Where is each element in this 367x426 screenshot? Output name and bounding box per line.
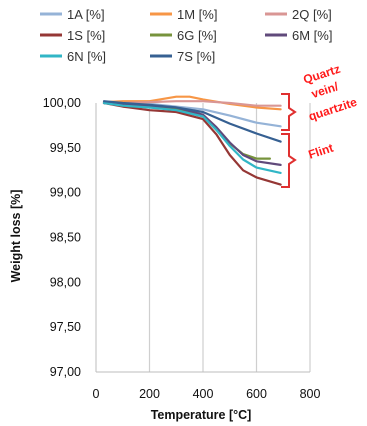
legend-item: 1S [%] bbox=[40, 28, 105, 43]
series-line bbox=[102, 101, 282, 186]
legend-label: 1M [%] bbox=[177, 7, 217, 22]
legend: 1A [%] 1M [%] 2Q [%] 1S [%] 6G [%] 6M [%] 6N [… bbox=[40, 7, 332, 64]
legend-item: 7S [%] bbox=[150, 49, 215, 64]
flint-bracket bbox=[281, 133, 297, 188]
legend-item: 6G [%] bbox=[150, 28, 217, 43]
legend-label: 6G [%] bbox=[177, 28, 217, 43]
legend-item: 6M [%] bbox=[265, 28, 332, 43]
y-tick-label: 99,50 bbox=[50, 141, 81, 155]
legend-label: 2Q [%] bbox=[292, 7, 332, 22]
y-tick-label: 97,50 bbox=[50, 320, 81, 334]
legend-item: 1A [%] bbox=[40, 7, 105, 22]
legend-label: 6N [%] bbox=[67, 49, 106, 64]
flint-annotation: Flint bbox=[281, 133, 335, 188]
x-tick-label: 400 bbox=[193, 387, 214, 401]
legend-label: 1A [%] bbox=[67, 7, 105, 22]
x-tick-label: 0 bbox=[93, 387, 100, 401]
legend-item: 2Q [%] bbox=[265, 7, 332, 22]
x-tick-label: 200 bbox=[139, 387, 160, 401]
y-tick-label: 99,00 bbox=[50, 186, 81, 200]
y-tick-label: 100,00 bbox=[43, 96, 81, 110]
x-tick-label: 600 bbox=[246, 387, 267, 401]
series-line bbox=[102, 100, 282, 143]
legend-item: 1M [%] bbox=[150, 7, 217, 22]
legend-label: 1S [%] bbox=[67, 28, 105, 43]
axis-ticks: 0 200 400 600 800 97,00 97,50 98,00 98,50 99,00 99… bbox=[43, 96, 321, 401]
grid-lines bbox=[95, 103, 311, 373]
y-tick-label: 97,00 bbox=[50, 365, 81, 379]
legend-label: 7S [%] bbox=[177, 49, 215, 64]
y-tick-label: 98,00 bbox=[50, 275, 81, 289]
series-layer bbox=[102, 95, 282, 186]
legend-label: 6M [%] bbox=[292, 28, 332, 43]
quartz-annotation: Quartz vein/ quartzite bbox=[281, 62, 359, 131]
legend-item: 6N [%] bbox=[40, 49, 106, 64]
x-tick-label: 800 bbox=[300, 387, 321, 401]
flint-label: Flint bbox=[307, 141, 335, 162]
series-line bbox=[102, 101, 282, 166]
y-axis-title: Weight loss [%] bbox=[9, 190, 23, 283]
y-tick-label: 98,50 bbox=[50, 231, 81, 245]
quartz-bracket bbox=[281, 93, 297, 131]
series-line bbox=[102, 95, 282, 111]
x-axis-title: Temperature [°C] bbox=[151, 408, 252, 422]
series-line bbox=[102, 101, 282, 174]
